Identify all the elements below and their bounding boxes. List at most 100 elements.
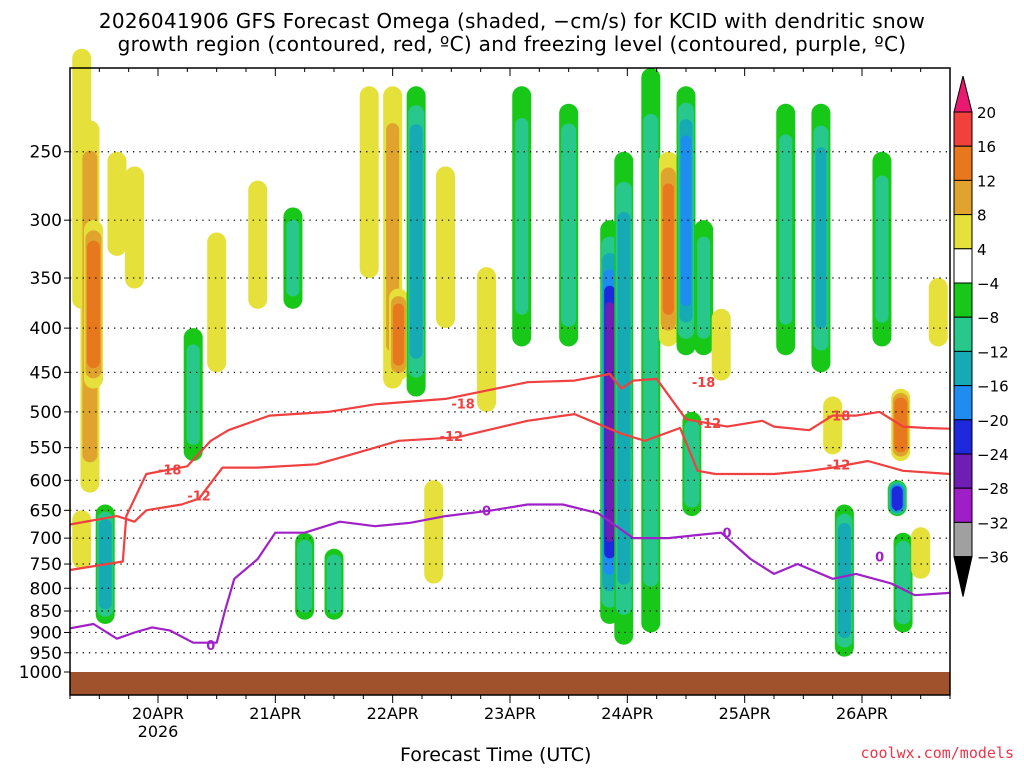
y-tick-label-450: 450: [30, 363, 62, 383]
contour-label: 0: [723, 527, 732, 542]
y-tick-label-250: 250: [30, 143, 62, 163]
omega-cell-24: [645, 159, 657, 541]
colorbar-label: 16: [977, 138, 996, 156]
omega-cell-21: [563, 143, 575, 308]
y-tick-label-500: 500: [30, 403, 62, 423]
contour-label: -12: [187, 490, 211, 505]
omega-cell-7: [186, 344, 200, 445]
omega-cell-6: [75, 517, 89, 562]
x-tick-label-26APR: 26APR: [836, 704, 888, 723]
x-tick-label-24APR: 24APR: [601, 704, 653, 723]
omega-shading-layer: [72, 48, 948, 657]
y-axis: 2503003504004505005506006507007508008509…: [19, 143, 70, 683]
chart-title-line-1: 2026041906 GFS Forecast Omega (shaded, −…: [98, 9, 926, 33]
colorbar-segment: [953, 179, 973, 216]
colorbar-segment: [953, 282, 973, 318]
colorbar-label: −24: [977, 446, 1009, 464]
colorbar-segment: [953, 316, 973, 352]
y-tick-label-950: 950: [30, 644, 62, 664]
omega-cell-15: [393, 303, 405, 366]
contour-label: -18: [827, 410, 851, 425]
chart-title-line-2: growth region (contoured, red, ºC) and f…: [117, 32, 907, 56]
y-tick-label-350: 350: [30, 269, 62, 289]
colorbar-segment: [953, 487, 973, 523]
y-tick-label-650: 650: [30, 501, 62, 521]
omega-cell-38: [931, 286, 945, 339]
colorbar-label: −20: [977, 412, 1009, 430]
omega-cell-31: [815, 147, 827, 329]
y-tick-label-750: 750: [30, 555, 62, 575]
omega-cell-39: [914, 533, 928, 573]
ground-layer: [70, 672, 950, 695]
omega-cell-17: [438, 186, 452, 309]
omega-cell-34: [875, 175, 889, 323]
omega-cell-2: [88, 250, 99, 358]
y-tick-label-700: 700: [30, 529, 62, 549]
omega-cell-20: [515, 118, 529, 315]
colorbar-label: 8: [977, 207, 987, 225]
omega-cell-9: [251, 196, 265, 294]
omega-cell-25: [662, 183, 674, 315]
colorbar-segment: [953, 419, 973, 455]
contour-line--18: [69, 372, 951, 572]
omega-cell-35: [892, 487, 902, 509]
y-tick-label-600: 600: [30, 471, 62, 491]
x-axis-title: Forecast Time (UTC): [400, 744, 592, 766]
omega-cell-23: [618, 241, 629, 555]
contour-line-0: [69, 503, 951, 644]
ground-fill: [70, 672, 950, 695]
colorbar-label: 4: [977, 241, 987, 259]
y-tick-label-1000: 1000: [19, 663, 62, 683]
site-credit: coolwx.com/models: [860, 744, 1014, 762]
omega-cell-4: [128, 181, 142, 274]
colorbar-label: −4: [977, 275, 999, 293]
contour-label: 0: [206, 639, 215, 654]
x-tick-label-22APR: 22APR: [367, 704, 419, 723]
colorbar-label: −8: [977, 309, 999, 327]
colorbar-segment: [953, 248, 973, 284]
x-tick-sublabel: 2026: [138, 722, 179, 741]
contour-layer: -18 -18 -18 -18 -12 -12 -12 -12 0 0 0 0: [69, 372, 951, 654]
contour-label: -18: [158, 464, 182, 479]
colorbar-segment: [953, 111, 973, 147]
contour-label: -12: [440, 430, 464, 445]
omega-cell-28: [686, 428, 698, 500]
omega-cell-10: [286, 219, 300, 297]
omega-cell-22: [605, 302, 615, 542]
y-tick-label-800: 800: [30, 579, 62, 599]
contour-label: -18: [451, 398, 475, 413]
y-tick-label-400: 400: [30, 319, 62, 339]
colorbar-label: −28: [977, 480, 1009, 498]
colorbar-bottom-arrow: [953, 556, 973, 597]
omega-cell-11: [299, 546, 311, 606]
contour-label: -12: [827, 458, 851, 473]
colorbar-segment: [953, 350, 973, 387]
colorbar-segment: [953, 385, 973, 421]
colorbar-top-arrow: [953, 75, 973, 113]
contour-label: 0: [875, 550, 884, 565]
omega-cell-12: [328, 560, 340, 609]
colorbar-segment: [953, 453, 973, 489]
omega-cell-16: [411, 143, 422, 340]
x-tick-label-21APR: 21APR: [249, 704, 301, 723]
y-tick-label-300: 300: [30, 211, 62, 231]
colorbar-label: −36: [977, 549, 1009, 567]
colorbar-label: −12: [977, 343, 1009, 361]
x-tick-label-25APR: 25APR: [719, 704, 771, 723]
omega-cell-26: [681, 135, 691, 307]
contour-label: -12: [698, 417, 722, 432]
omega-cell-19: [480, 284, 494, 395]
y-tick-label-550: 550: [30, 439, 62, 459]
omega-cell-8: [210, 249, 224, 356]
contour-label: -18: [692, 376, 716, 391]
x-tick-label-20APR: 20APR: [132, 704, 184, 723]
colorbar-segment: [953, 521, 973, 558]
omega-cell-27: [697, 236, 711, 339]
colorbar-label: 20: [977, 104, 996, 122]
colorbar-label: −16: [977, 378, 1009, 396]
x-tick-label-23APR: 23APR: [484, 704, 536, 723]
colorbar: 20 16 12 8 4 −4 −8 −12 −16 −20 −24 −28 −32 −36: [953, 75, 1009, 597]
colorbar-label: −32: [977, 514, 1009, 532]
omega-cell-29: [714, 317, 728, 372]
